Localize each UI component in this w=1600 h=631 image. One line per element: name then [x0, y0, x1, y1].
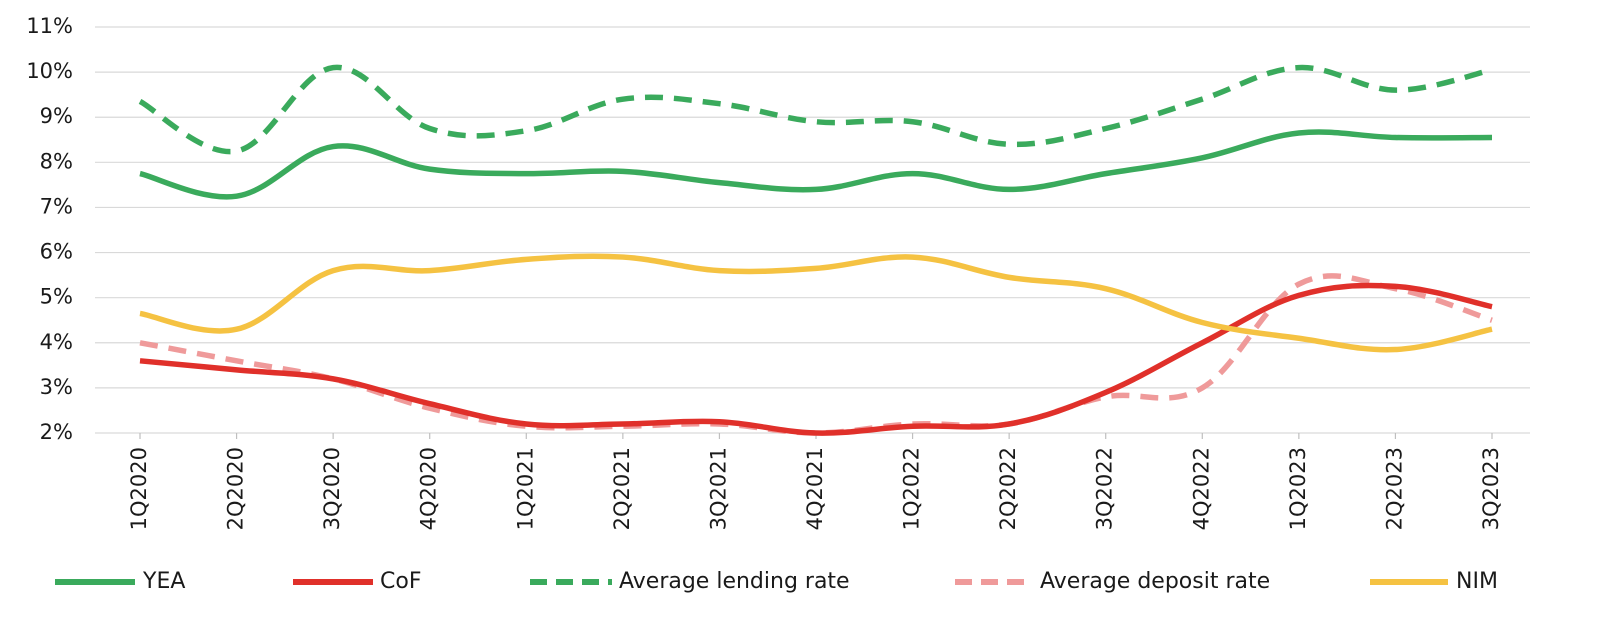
x-tick-label: 1Q2023 [1286, 447, 1310, 530]
legend-item-yea: YEA [55, 569, 185, 594]
x-tick-label: 1Q2022 [900, 447, 924, 530]
y-tick-label: 2% [40, 420, 73, 444]
y-tick-label: 9% [40, 104, 73, 128]
legend-item-nim: NIM [1370, 569, 1498, 594]
legend-label: YEA [142, 569, 185, 594]
y-tick-label: 11% [26, 14, 73, 38]
x-tick-label: 1Q2020 [127, 447, 151, 530]
x-tick-label: 4Q2020 [417, 447, 441, 530]
y-tick-label: 3% [40, 375, 73, 399]
legend: YEA CoF Average lending rate Average deposi… [55, 569, 1498, 594]
x-tick-label: 3Q2020 [320, 447, 344, 530]
y-tick-label: 10% [26, 59, 73, 83]
x-tick-label: 4Q2022 [1189, 447, 1213, 530]
x-tick-label: 3Q2023 [1479, 447, 1503, 530]
x-tick-label: 2Q2023 [1382, 447, 1406, 530]
legend-item-average-lending-rate: Average lending rate [530, 569, 850, 594]
legend-label: NIM [1456, 569, 1498, 594]
legend-item-average-deposit-rate: Average deposit rate [955, 569, 1270, 594]
series-lines [138, 64, 1493, 436]
y-tick-label: 8% [40, 149, 73, 173]
x-tick-label: 2Q2021 [610, 447, 634, 530]
x-tick-label: 2Q2020 [224, 447, 248, 530]
series-line-yea [139, 129, 1493, 200]
x-axis: 1Q2020 2Q2020 3Q2020 4Q2020 1Q2021 2Q2021 3Q20… [127, 433, 1503, 530]
legend-label: Average lending rate [619, 569, 850, 594]
series-line-nim [139, 253, 1493, 353]
x-tick-label: 3Q2021 [706, 447, 730, 530]
y-tick-label: 6% [40, 240, 73, 264]
y-tick-label: 5% [40, 285, 73, 309]
series-line-average-lending-rate [138, 64, 1493, 155]
y-tick-label: 7% [40, 194, 73, 218]
legend-item-cof: CoF [293, 569, 421, 594]
x-tick-label: 4Q2021 [803, 447, 827, 530]
x-tick-label: 3Q2022 [1093, 447, 1117, 530]
y-tick-label: 4% [40, 330, 73, 354]
legend-label: CoF [380, 569, 421, 594]
x-tick-label: 2Q2022 [996, 447, 1020, 530]
gridlines [95, 26, 1530, 434]
y-axis: 2% 3% 4% 5% 6% 7% 8% 9% 10% 11% [26, 14, 73, 444]
series-line-cof [139, 282, 1493, 436]
legend-label: Average deposit rate [1040, 569, 1270, 594]
x-tick-label: 1Q2021 [513, 447, 537, 530]
